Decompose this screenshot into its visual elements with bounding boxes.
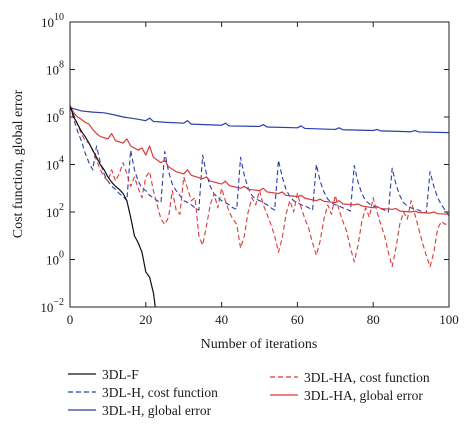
legend-item-3dl-ha-global-error: 3DL-HA, global error: [270, 388, 423, 403]
x-tick-label: 60: [291, 312, 304, 327]
tick-layer: 0 20 40 60 80 100 10−2 100 102 104 106 108 1010: [40, 12, 458, 327]
x-tick-label: 100: [439, 312, 459, 327]
series-line-3dl-f: [70, 105, 156, 307]
series-layer: [70, 105, 449, 307]
y-tick-label: 108: [46, 60, 64, 78]
x-tick-label: 20: [139, 312, 152, 327]
legend-item-3dl-ha-cost-function: 3DL-HA, cost function: [270, 370, 430, 385]
legend-item-3dl-f: 3DL-F: [68, 367, 139, 382]
plot-background: [70, 22, 449, 307]
x-axis-title: Number of iterations: [201, 337, 318, 352]
series-line-3dl-h-global-error: [70, 106, 449, 134]
legend-item-3dl-h-cost-function: 3DL-H, cost function: [68, 385, 218, 400]
legend-label: 3DL-F: [102, 367, 139, 382]
y-axis-title: Cost function, global error: [11, 89, 26, 238]
y-tick-label: 104: [46, 155, 64, 173]
y-tick-label: 106: [46, 107, 64, 125]
legend-item-3dl-h-global-error: 3DL-H, global error: [68, 403, 212, 418]
x-tick-label: 0: [67, 312, 74, 327]
series-line-3dl-ha-global-error: [70, 105, 449, 215]
series-line-3dl-h-cost-function: [70, 105, 449, 216]
y-tick-label: 10−2: [40, 297, 64, 315]
x-tick-label: 40: [215, 312, 228, 327]
y-tick-label: 1010: [41, 12, 64, 30]
legend-label: 3DL-H, global error: [102, 403, 212, 418]
y-tick-label: 102: [46, 202, 64, 220]
legend-label: 3DL-HA, global error: [304, 388, 423, 403]
x-tick-label: 80: [367, 312, 380, 327]
y-tick-label: 100: [46, 250, 64, 268]
legend-label: 3DL-HA, cost function: [304, 370, 430, 385]
legend: 3DL-F 3DL-H, cost function 3DL-H, global e…: [68, 367, 430, 418]
legend-label: 3DL-H, cost function: [102, 385, 218, 400]
